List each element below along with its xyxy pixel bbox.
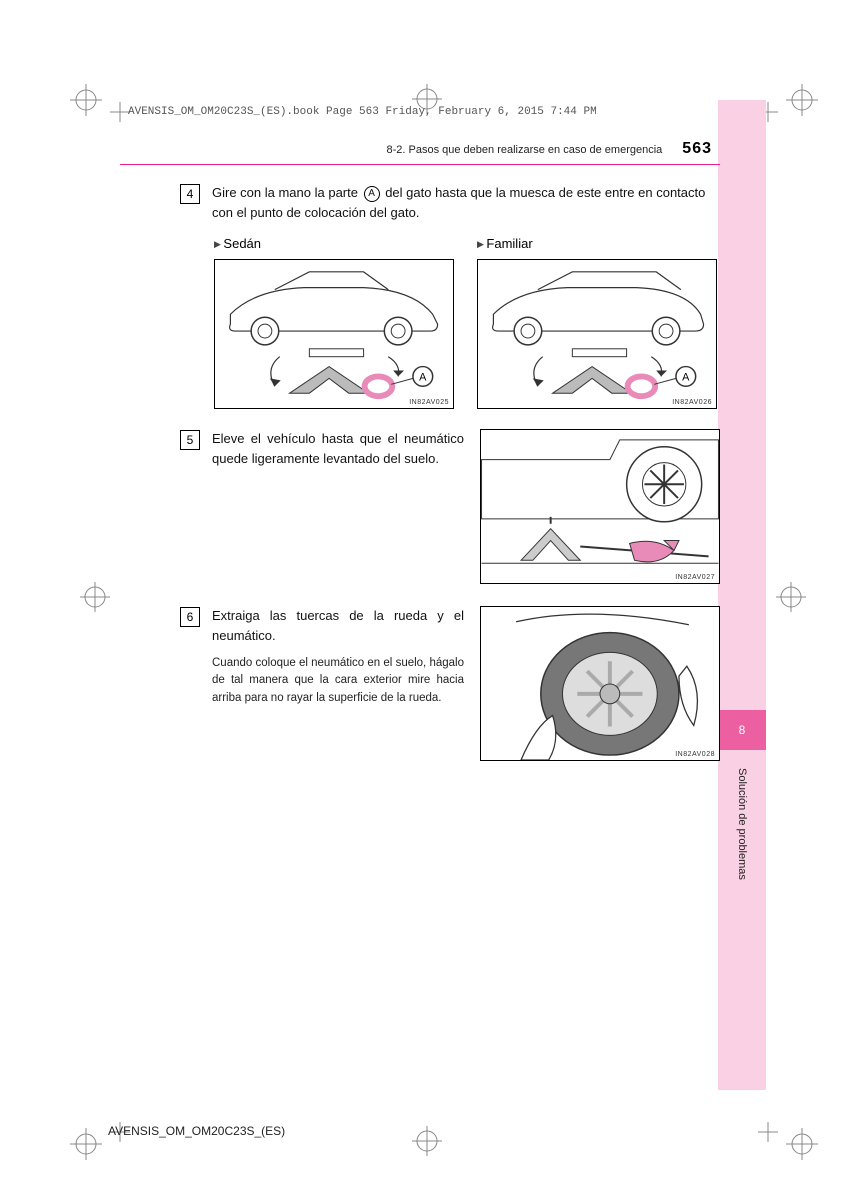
step-text: Gire con la mano la parte A del gato has… — [212, 183, 720, 222]
step-5: 5 Eleve el vehículo hasta que el neumáti… — [120, 429, 464, 584]
step6-main: Extraiga las tuercas de la rueda y el ne… — [212, 606, 464, 645]
running-header: 8-2. Pasos que deben realizarse en caso … — [120, 140, 720, 158]
step-number: 4 — [180, 184, 200, 204]
crop-mark-br — [758, 1100, 818, 1160]
step-6: 6 Extraiga las tuercas de la rueda y el … — [120, 606, 464, 761]
crop-mark-tr — [758, 84, 818, 144]
page-content: 8-2. Pasos que deben realizarse en caso … — [120, 140, 720, 783]
step-number: 5 — [180, 430, 200, 450]
step4-text-before: Gire con la mano la parte — [212, 185, 362, 200]
header-rule — [120, 164, 720, 165]
variant-illustrations: Sedán A — [214, 236, 720, 409]
svg-text:A: A — [419, 371, 427, 383]
step6-note: Cuando coloque el neumático en el suelo,… — [212, 655, 464, 707]
illustration-code: IN82AV027 — [675, 574, 715, 581]
illustration-code: IN82AV028 — [675, 751, 715, 758]
step-number: 6 — [180, 607, 200, 627]
step-text: Extraiga las tuercas de la rueda y el ne… — [212, 606, 464, 761]
crop-mark-mr — [774, 580, 808, 614]
step-5-row: 5 Eleve el vehículo hasta que el neumáti… — [120, 429, 720, 584]
illustration-remove-wheel: IN82AV028 — [480, 606, 720, 761]
step-text: Eleve el vehículo hasta que el neumático… — [212, 429, 464, 584]
callout-letter-a: A — [364, 186, 380, 202]
step-4: 4 Gire con la mano la parte A del gato h… — [120, 183, 720, 222]
chapter-number: 8 — [739, 723, 746, 737]
side-color-band — [718, 100, 766, 1090]
illustration-wagon-jack: A IN82AV026 — [477, 259, 717, 409]
pdf-footer-metadata: AVENSIS_OM_OM20C23S_(ES) — [108, 1124, 285, 1138]
section-title: 8-2. Pasos que deben realizarse en caso … — [387, 144, 663, 156]
step-6-row: 6 Extraiga las tuercas de la rueda y el … — [120, 606, 720, 761]
variant-label: Sedán — [214, 236, 457, 251]
pdf-header-metadata: AVENSIS_OM_OM20C23S_(ES).book Page 563 F… — [128, 106, 597, 118]
variant-sedan: Sedán A — [214, 236, 457, 409]
crop-mark-bc — [410, 1124, 444, 1158]
crop-mark-ml — [78, 580, 112, 614]
illustration-code: IN82AV025 — [409, 399, 449, 406]
illustration-raise-vehicle: IN82AV027 — [480, 429, 720, 584]
illustration-code: IN82AV026 — [672, 399, 712, 406]
variant-familiar: Familiar A — [477, 236, 720, 409]
chapter-label: Solución de problemas — [718, 760, 766, 880]
variant-label: Familiar — [477, 236, 720, 251]
illustration-sedan-jack: A IN82AV025 — [214, 259, 454, 409]
page-number: 563 — [682, 140, 712, 158]
svg-text:A: A — [682, 371, 690, 383]
crop-mark-tl — [70, 84, 130, 144]
chapter-tab: 8 — [718, 710, 766, 750]
